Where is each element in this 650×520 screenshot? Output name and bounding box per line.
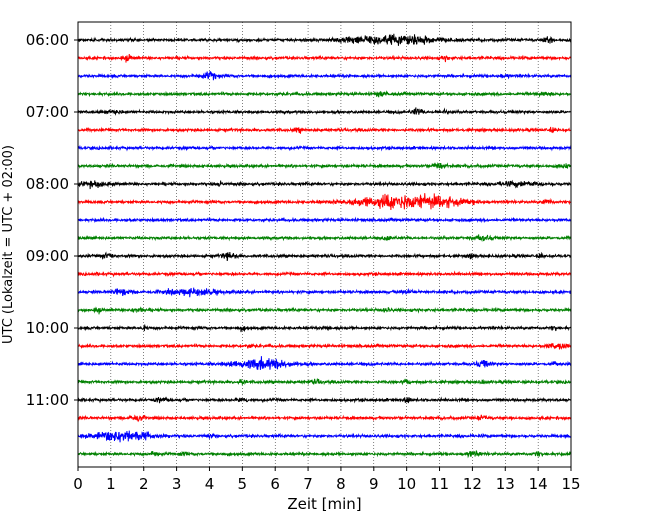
x-tick-label: 6 [270,475,280,493]
x-tick-label: 9 [369,475,379,493]
x-tick-label: 2 [139,475,149,493]
trace-line [77,324,572,333]
trace-line [77,54,572,63]
trace-line [77,449,572,459]
trace-line [77,126,572,134]
x-tick-label: 0 [73,475,83,493]
x-tick-label: 15 [561,475,580,493]
x-tick-label: 14 [529,475,548,493]
trace-line [77,71,572,81]
y-tick-label: 08:00 [26,175,69,193]
trace-line [77,234,572,243]
y-tick-label: 09:00 [26,247,69,265]
trace-line [77,356,572,370]
x-tick-label: 4 [205,475,215,493]
x-tick-label: 8 [336,475,346,493]
trace-line [77,193,572,211]
trace-line [77,414,572,423]
grid [110,22,539,467]
trace-line [77,107,572,116]
x-tick-label: 11 [430,475,449,493]
trace-line [77,396,572,404]
trace-line [77,162,572,170]
y-tick-label: 11:00 [26,391,69,409]
y-tick-label: 06:00 [26,31,69,49]
trace-line [77,179,572,190]
trace-line [77,306,572,315]
trace-line [77,90,572,98]
trace-line [77,270,572,278]
trace-line [77,251,572,262]
trace-line [77,430,572,443]
x-tick-label: 13 [496,475,515,493]
x-tick-label: 3 [172,475,182,493]
trace-line [77,287,572,298]
trace-line [77,216,572,224]
trace-line [77,33,572,46]
x-tick-label: 10 [397,475,416,493]
x-tick-label: 1 [106,475,116,493]
y-axis-label: UTC (Lokalzeit = UTC + 02:00) [1,145,16,344]
trace-line [77,377,572,386]
y-tick-label: 07:00 [26,103,69,121]
traces [77,33,572,459]
x-axis-label: Zeit [min] [287,495,361,513]
y-axis: 06:00 07:00 08:00 09:00 10:00 11:00 [26,31,78,409]
x-tick-label: 5 [238,475,248,493]
trace-line [77,342,572,350]
y-tick-label: 10:00 [26,319,69,337]
trace-line [77,144,572,152]
x-tick-label: 12 [463,475,482,493]
x-axis: 0 1 2 3 4 5 6 7 8 9 10 11 12 13 14 15 [73,467,581,493]
x-tick-label: 7 [303,475,313,493]
plot-frame [77,21,572,468]
